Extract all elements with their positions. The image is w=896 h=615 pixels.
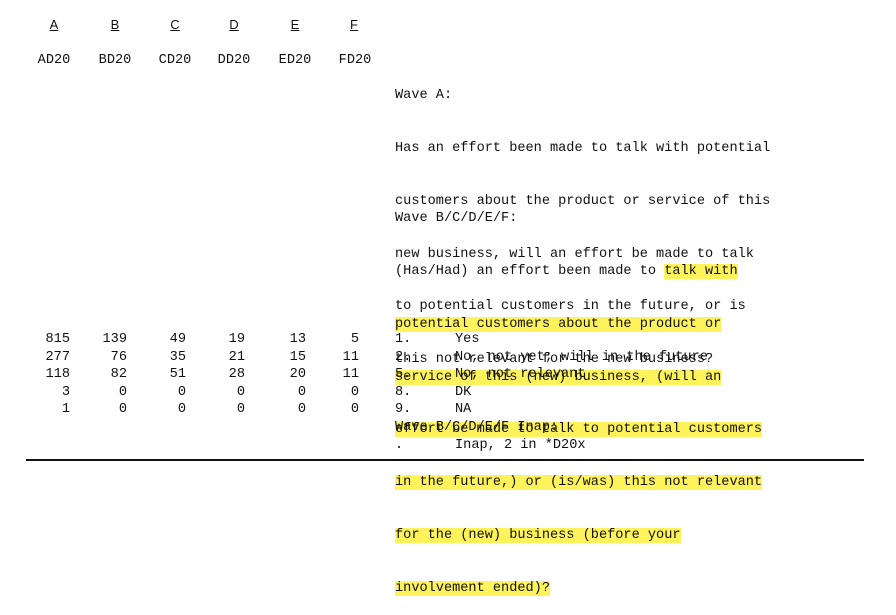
column-header-c: C [170, 17, 180, 32]
frequency-cell: 35 [169, 349, 186, 365]
wave-bf-line: service of this (new) business, (will an [395, 369, 762, 387]
highlighted-text: involvement ended)? [395, 580, 550, 596]
variable-name-f: FD20 [338, 53, 372, 68]
variable-name-e: ED20 [278, 53, 312, 68]
wave-a-line: Has an effort been made to talk with pot… [395, 140, 771, 156]
frequency-cell: 0 [118, 384, 127, 400]
inap-code: . [395, 437, 404, 453]
frequency-cell: 0 [297, 402, 306, 418]
highlighted-text: service of this (new) business, (will an [395, 369, 722, 385]
highlighted-text: effort be made to talk to potential cust… [395, 422, 763, 438]
code-number: 2. [395, 349, 412, 365]
wave-bf-line: effort be made to talk to potential cust… [395, 421, 763, 439]
frequency-cell: 3 [61, 384, 70, 400]
frequency-cell: 139 [102, 332, 127, 347]
frequency-cell: 15 [289, 349, 306, 365]
column-header-f: F [350, 17, 358, 32]
wave-bf-line: potential customers about the product or [395, 316, 762, 334]
frequency-cell: 51 [169, 367, 186, 383]
code-number: 5. [395, 367, 412, 383]
variable-name-d: DD20 [217, 53, 251, 68]
frequency-cell: 11 [342, 367, 359, 383]
code-row-8: 8. DK [395, 384, 708, 402]
wave-bf-line: (Has/Had) an effort been made to talk wi… [395, 263, 762, 281]
inap-label: Wave B/C/D/E/F Inap: [395, 419, 559, 435]
code-label: No, not relevant [455, 367, 586, 383]
highlighted-text: for the (new) business (before your [395, 527, 681, 543]
frequency-cell: 19 [228, 332, 245, 347]
code-label: No, not yet; will in the future [455, 349, 708, 365]
variable-name-b: BD20 [98, 53, 132, 68]
frequency-cell: 0 [350, 384, 359, 400]
column-header-b: B [110, 17, 120, 32]
frequency-cell: 0 [236, 384, 245, 400]
highlighted-text: potential customers about the product or [395, 316, 722, 332]
wave-a-line: customers about the product or service o… [395, 193, 771, 209]
wave-a-question: Wave A: Has an effort been made to talk … [395, 52, 770, 386]
frequency-cell: 0 [118, 402, 127, 418]
wave-a-line: new business, will an effort be made to … [395, 246, 754, 262]
column-header-e: E [290, 17, 300, 32]
code-row-2: 2. No, not yet; will in the future [395, 349, 708, 367]
code-row-5: 5. No, not relevant [395, 366, 708, 384]
highlighted-text: in the future,) or (is/was) this not rel… [395, 475, 763, 491]
inap-text: Inap, 2 in *D20x [455, 437, 586, 453]
frequency-cell: 5 [350, 332, 359, 347]
frequency-cell: 13 [289, 332, 306, 347]
frequency-cell: 49 [169, 332, 186, 347]
wave-a-line: to potential customers in the future, or… [395, 299, 746, 315]
frequency-cell: 21 [228, 349, 245, 365]
frequency-cell: 1 [61, 402, 70, 418]
variable-name-c: CD20 [158, 53, 192, 68]
frequency-cell: 0 [177, 402, 186, 418]
frequency-cell: 118 [45, 367, 70, 383]
wave-bf-line-plain: (Has/Had) an effort been made to [395, 263, 665, 279]
column-header-d: D [229, 17, 239, 32]
frequency-cell: 0 [236, 402, 245, 418]
inap-row: . Inap, 2 in *D20x [395, 437, 708, 455]
code-number: 8. [395, 384, 412, 400]
code-number: 1. [395, 332, 412, 347]
frequency-cell: 76 [110, 349, 127, 365]
wave-bf-line: involvement ended)? [395, 580, 762, 598]
frequency-cell: 0 [297, 384, 306, 400]
wave-a-line: this not relevant for the new business? [395, 352, 714, 368]
code-label: NA [455, 402, 472, 418]
code-label: Yes [455, 332, 480, 347]
response-codes: 1. Yes 2. No, not yet; will in the future … [395, 331, 708, 454]
frequency-cell: 277 [45, 349, 70, 365]
code-number: 9. [395, 402, 412, 418]
wave-bf-label: Wave B/C/D/E/F: [395, 211, 518, 227]
frequency-cell: 815 [45, 332, 70, 347]
frequency-cell: 28 [228, 367, 245, 383]
highlighted-text: talk with [664, 263, 738, 279]
frequency-cell: 82 [110, 367, 127, 383]
variable-name-a: AD20 [37, 53, 71, 68]
bottom-rule [26, 459, 864, 461]
code-label: DK [455, 384, 472, 400]
column-header-a: A [49, 17, 59, 32]
frequency-cell: 0 [350, 402, 359, 418]
wave-a-label: Wave A: [395, 88, 453, 104]
code-row-1: 1. Yes [395, 331, 708, 349]
wave-bf-line: for the (new) business (before your [395, 527, 762, 545]
frequency-cell: 11 [342, 349, 359, 365]
frequency-cell: 20 [289, 367, 306, 383]
frequency-cell: 0 [177, 384, 186, 400]
code-row-9: 9. NA [395, 401, 708, 419]
